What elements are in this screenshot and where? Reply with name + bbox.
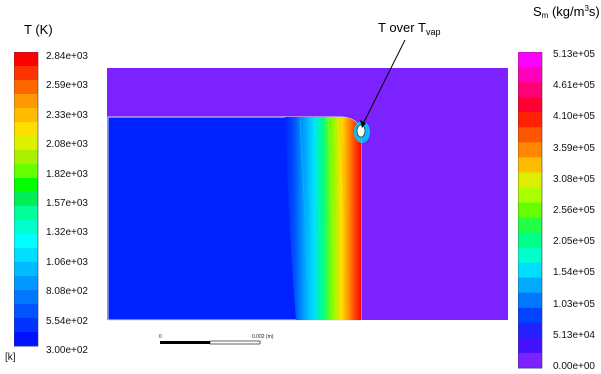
- legend-tick-label: 3.59e+05: [553, 142, 595, 154]
- legend-tick-label: 4.61e+05: [553, 80, 595, 92]
- colorbar-segment: [518, 292, 542, 309]
- legend-tick-label: 1.06e+03: [46, 256, 88, 268]
- colorbar-segment: [518, 82, 542, 98]
- colorbar-segment: [518, 352, 542, 369]
- colorbar-segment: [518, 67, 542, 83]
- legend-tick-label: 2.33e+03: [46, 109, 88, 121]
- colorbar-segment: [14, 192, 38, 207]
- colorbar-segment: [518, 262, 542, 279]
- colorbar-segment: [518, 337, 542, 354]
- colorbar-segment: [518, 247, 542, 264]
- mass-source-legend-title: Sm (kg/m3s): [533, 4, 600, 20]
- colorbar-segment: [14, 290, 38, 305]
- legend-tick-label: 3.00e+02: [46, 345, 88, 356]
- colorbar-segment: [14, 66, 38, 81]
- colorbar-segment: [14, 234, 38, 249]
- colorbar-segment: [14, 150, 38, 165]
- legend-tick-label: 8.08e+02: [46, 286, 88, 298]
- mass-source-title-superscript: 3: [584, 4, 589, 13]
- colorbar-segment: [14, 220, 38, 235]
- colorbar-segment: [518, 307, 542, 324]
- colorbar-segment: [14, 52, 38, 67]
- colorbar-border: [518, 52, 543, 369]
- legend-tick-label: 5.13e+05: [553, 49, 595, 60]
- colorbar-segment: [14, 136, 38, 151]
- legend-tick-label: 4.10e+05: [553, 111, 595, 123]
- mass-source-colorbar: [518, 52, 543, 369]
- legend-tick-label: 2.08e+03: [46, 139, 88, 151]
- legend-tick-label: 2.84e+03: [46, 51, 88, 62]
- annotation-label: T over Tvap: [378, 20, 440, 37]
- contour-line: [327, 116, 337, 321]
- colorbar-segment: [14, 122, 38, 137]
- mass-source-title-subscript: m: [541, 11, 549, 20]
- legend-tick-label: 3.08e+05: [553, 173, 595, 185]
- colorbar-segment: [518, 277, 542, 294]
- colorbar-segment: [14, 276, 38, 291]
- colorbar-segment: [518, 127, 542, 143]
- colorbar-segment: [14, 178, 38, 193]
- temperature-front: [285, 117, 361, 320]
- legend-tick-label: 2.05e+05: [553, 236, 595, 248]
- scale-bar-black: [160, 341, 210, 344]
- contour-line: [299, 116, 311, 321]
- colorbar-segment: [518, 202, 542, 219]
- mass-source-title-unit-a: (kg/m: [548, 4, 585, 19]
- colorbar-segment: [518, 52, 542, 68]
- temperature-colorbar: [14, 52, 39, 347]
- colorbar-segment: [14, 262, 38, 277]
- annotation-text: T over T: [378, 20, 426, 35]
- legend-tick-label: 1.03e+05: [553, 298, 595, 310]
- legend-tick-label: 1.57e+03: [46, 198, 88, 209]
- colorbar-segment: [518, 157, 542, 173]
- mass-source-title-unit-b: s): [588, 4, 600, 19]
- temperature-unit-label: [k]: [5, 352, 16, 363]
- colorbar-segment: [14, 94, 38, 109]
- colorbar-segment: [518, 172, 542, 188]
- contour-line: [339, 116, 349, 321]
- colorbar-segment: [14, 332, 38, 347]
- colorbar-segment: [14, 248, 38, 263]
- annotation-arrow: [361, 39, 406, 127]
- colorbar-segment: [518, 112, 542, 128]
- legend-tick-label: 1.82e+03: [46, 168, 88, 180]
- legend-tick-label: 5.54e+02: [46, 315, 88, 327]
- colorbar-segment: [14, 80, 38, 95]
- colorbar-segment: [518, 97, 542, 113]
- arrow-head: [360, 120, 366, 128]
- colorbar-segment: [518, 142, 542, 158]
- contour-line: [314, 116, 325, 321]
- colorbar-segment: [14, 304, 38, 319]
- scale-start-label: 0: [159, 334, 162, 340]
- legend-tick-label: 1.54e+05: [553, 267, 595, 279]
- legend-tick-label: 2.56e+05: [553, 205, 595, 216]
- colorbar-segment: [14, 108, 38, 123]
- colorbar-segment: [14, 206, 38, 221]
- mass-source-title-symbol: S: [533, 4, 542, 19]
- temperature-legend-title: T (K): [24, 22, 53, 37]
- colorbar-segment: [14, 164, 38, 179]
- colorbar-segment: [518, 322, 542, 339]
- legend-tick-label: 0.00e+00: [553, 361, 595, 372]
- colorbar-segment: [14, 318, 38, 333]
- annotation-subscript: vap: [425, 27, 441, 37]
- legend-tick-label: 5.13e+04: [553, 329, 595, 341]
- colorbar-segment: [518, 217, 542, 234]
- colorbar-segment: [518, 187, 542, 203]
- colorbar-segment: [518, 232, 542, 249]
- scale-end-label: 0.002 (m): [252, 334, 274, 340]
- legend-tick-label: 1.32e+03: [46, 227, 88, 239]
- vapor-hotspot: [356, 124, 366, 138]
- legend-tick-label: 2.59e+03: [46, 80, 88, 92]
- colorbar-border: [14, 52, 39, 347]
- scale-bar-white: [209, 340, 261, 345]
